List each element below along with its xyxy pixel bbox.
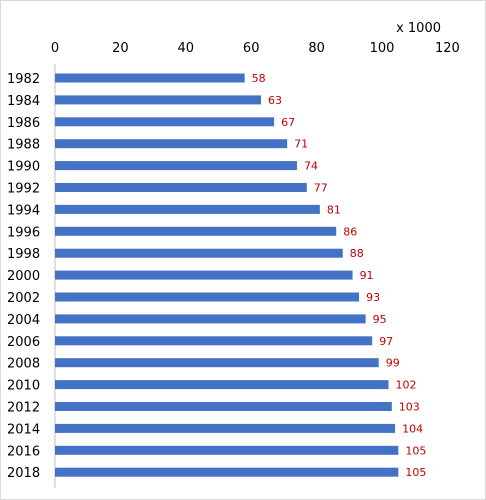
bar	[55, 358, 379, 368]
category-label: 1988	[7, 138, 40, 153]
bars-group	[55, 73, 399, 477]
bar	[55, 248, 343, 258]
category-label: 1984	[7, 94, 40, 109]
category-labels: 1982 1984 1986 1988 1990 1992 1994 1996 1998 2000…	[7, 72, 40, 481]
bar	[55, 95, 262, 105]
category-label: 2002	[7, 291, 40, 306]
bar	[55, 183, 307, 192]
data-label: 86	[343, 225, 357, 238]
x-tick-label: 0	[51, 41, 59, 56]
data-label: 97	[379, 335, 393, 348]
data-label: 99	[386, 357, 400, 370]
data-label: 91	[360, 269, 374, 282]
bar	[55, 445, 399, 455]
data-label: 93	[366, 291, 380, 304]
category-label: 2004	[7, 313, 40, 328]
data-label: 95	[373, 313, 387, 326]
data-label: 81	[327, 203, 341, 216]
data-label: 71	[294, 138, 308, 151]
bar	[55, 402, 392, 411]
data-label: 63	[268, 94, 282, 107]
category-label: 2012	[7, 401, 40, 416]
bar	[55, 139, 288, 149]
bar	[55, 336, 373, 346]
x-tick-label: 60	[243, 41, 260, 56]
bar	[55, 314, 366, 324]
x-tick-label: 20	[112, 41, 129, 56]
category-label: 2016	[7, 444, 40, 459]
bar	[55, 161, 297, 171]
bar	[55, 423, 396, 433]
bar	[55, 73, 245, 83]
category-label: 1986	[7, 116, 40, 131]
data-label: 105	[405, 444, 426, 457]
category-label: 1996	[7, 225, 40, 240]
category-label: 2014	[7, 422, 40, 437]
data-label: 88	[350, 247, 364, 260]
data-label: 105	[405, 466, 426, 479]
x-axis-ticks: 0 20 40 60 80 100 120	[51, 41, 460, 56]
data-label: 74	[304, 160, 318, 173]
bar	[55, 292, 360, 302]
bar	[55, 117, 275, 127]
x-tick-label: 120	[435, 41, 460, 56]
category-label: 2006	[7, 335, 40, 350]
category-label: 1992	[7, 182, 40, 197]
category-label: 2000	[7, 269, 40, 284]
axis-unit-label: x 1000	[396, 21, 441, 36]
bar	[55, 380, 389, 390]
x-tick-label: 100	[370, 41, 395, 56]
data-label: 77	[314, 182, 328, 195]
category-label: 2010	[7, 379, 40, 394]
category-label: 1998	[7, 247, 40, 262]
category-label: 1990	[7, 160, 40, 175]
category-label: 2008	[7, 357, 40, 372]
category-label: 1982	[7, 72, 40, 87]
data-label: 102	[396, 379, 417, 392]
x-tick-label: 80	[308, 41, 325, 56]
data-label: 67	[281, 116, 295, 129]
bar	[55, 467, 399, 477]
data-label: 103	[399, 401, 420, 414]
category-label: 2018	[7, 466, 40, 481]
data-label: 58	[252, 72, 266, 85]
data-label: 104	[402, 422, 423, 435]
x-tick-label: 40	[178, 41, 195, 56]
bar	[55, 204, 320, 214]
bar	[55, 270, 353, 280]
bar	[55, 226, 337, 236]
category-label: 1994	[7, 203, 40, 218]
